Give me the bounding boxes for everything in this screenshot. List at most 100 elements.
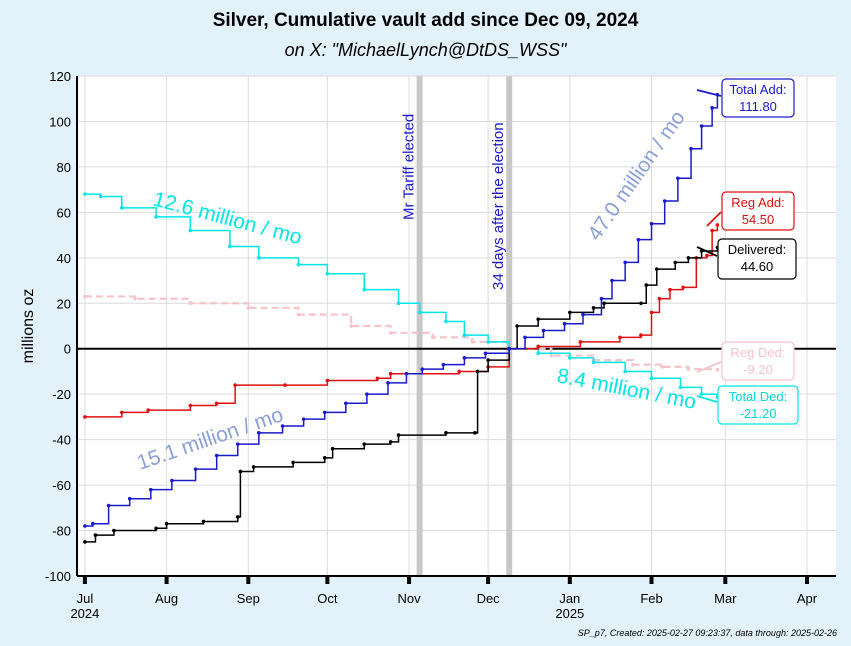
series-point (636, 237, 641, 242)
callout-box (721, 78, 795, 118)
series-point (686, 256, 691, 260)
series-point (649, 310, 654, 315)
y-axis-label: millions oz (20, 289, 37, 364)
callout-value: -21.20 (740, 406, 777, 421)
series-point (235, 442, 240, 446)
series-point (444, 319, 448, 324)
series-point (365, 392, 369, 396)
series-point (644, 283, 649, 287)
series-point (523, 335, 527, 340)
y-tick-label: 120 (49, 69, 71, 84)
series-point (296, 312, 301, 317)
x-tick-mark (649, 576, 654, 584)
series-point (715, 367, 720, 372)
series-point (83, 192, 87, 196)
series-point (98, 194, 103, 199)
series-point (164, 521, 169, 526)
series-point (344, 401, 348, 406)
y-tick-label: 100 (49, 114, 71, 129)
callout-value: 111.80 (739, 99, 777, 114)
series-point (120, 206, 124, 210)
series-point (154, 215, 158, 219)
series-point (228, 244, 232, 249)
series-point (649, 221, 654, 226)
series-point (618, 335, 622, 340)
series-point (639, 301, 643, 306)
series-point (362, 287, 367, 292)
callout-leader (696, 395, 718, 403)
series-point (475, 369, 480, 374)
series-point (678, 385, 683, 390)
series-point (668, 287, 672, 292)
callout-value: 54.50 (742, 212, 775, 227)
series-point (486, 340, 490, 344)
callout-label: Total Add: (729, 82, 786, 97)
series-point (660, 365, 664, 369)
callout-label: Reg Ded: (731, 345, 786, 360)
series-point (238, 469, 243, 474)
series-point (578, 340, 583, 344)
x-tick-label: Oct (317, 591, 338, 606)
x-tick-mark (325, 576, 330, 584)
callout-leader (706, 211, 722, 227)
series-point (301, 417, 306, 421)
series-point (610, 278, 614, 283)
series-point (193, 467, 198, 471)
series-point (568, 310, 572, 315)
series-point (536, 344, 540, 349)
series-point (404, 371, 409, 376)
series-point (201, 519, 206, 524)
series-point (322, 456, 327, 460)
x-tick-label: Nov (398, 591, 422, 606)
x-tick-label: Aug (155, 591, 178, 606)
chart-title: Silver, Cumulative vault add since Dec 0… (212, 10, 639, 31)
series-point (148, 487, 153, 492)
series-point (710, 106, 714, 110)
series-line-total-ded (84, 193, 719, 397)
x-tick-mark (82, 576, 87, 584)
series-point (325, 271, 330, 276)
series-point (568, 356, 572, 360)
plot-area (77, 76, 836, 576)
series-point (322, 410, 327, 415)
series-point (214, 453, 219, 458)
series-point (441, 362, 446, 367)
x-tick-year-label: 2024 (70, 606, 99, 621)
series-point (699, 392, 704, 396)
series-point (699, 124, 704, 128)
series-point (112, 528, 116, 533)
series-point (146, 408, 150, 412)
series-point (631, 362, 635, 367)
series-point (188, 228, 193, 233)
footer-note: SP_p7, Created: 2025-02-27 09:23:37, dat… (577, 628, 837, 638)
callout-label: Reg Add: (731, 195, 785, 210)
series-point (188, 301, 193, 306)
series-point (507, 346, 512, 351)
callout-box (717, 238, 797, 280)
series-point (417, 310, 422, 315)
series-point (133, 296, 137, 301)
y-tick-label: -100 (45, 569, 71, 584)
series-point (676, 176, 680, 181)
series-point (462, 356, 467, 360)
series-point (710, 228, 714, 233)
event-vline (506, 76, 513, 576)
series-point (623, 369, 627, 374)
y-tick-label: 20 (57, 296, 71, 311)
series-point (388, 371, 393, 376)
series-point (602, 301, 606, 306)
x-tick-mark (164, 576, 169, 584)
series-point (639, 333, 643, 337)
series-point (599, 296, 604, 301)
series-point (246, 306, 251, 310)
series-point (388, 331, 393, 335)
x-tick-label: Mar (714, 591, 737, 606)
series-point (536, 351, 540, 356)
series-point (283, 383, 287, 387)
x-tick-year-label: 2025 (555, 606, 584, 621)
series-point (291, 460, 295, 465)
series-point (325, 378, 330, 383)
callout-value: 44.60 (741, 259, 774, 274)
series-point (396, 433, 401, 437)
series-point (106, 503, 111, 508)
